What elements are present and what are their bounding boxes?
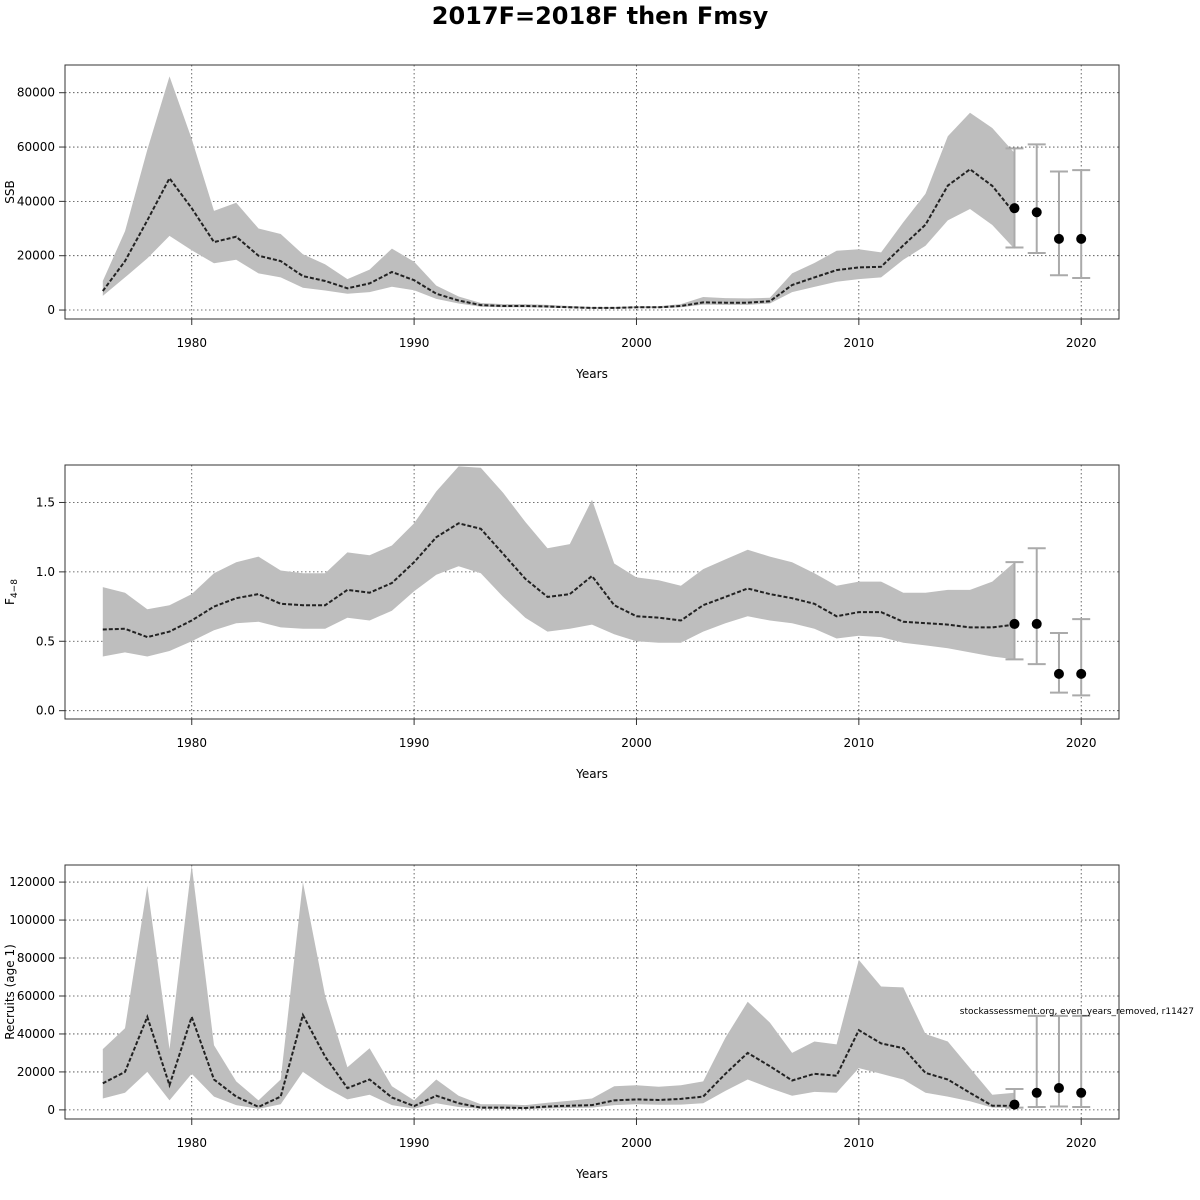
- x-tick-label: 2000: [621, 336, 652, 350]
- y-tick-label: 0.5: [36, 634, 55, 648]
- confidence-band: [102, 865, 1015, 1110]
- confidence-band: [102, 76, 1015, 309]
- ssb-panel: 1980 1990 2000 2010 2020 0 20000 40000 60000 8000…: [3, 64, 1120, 381]
- recruits-panel: 1980 1990 2000 2010 2020 0 20000 40000 60000 8000…: [3, 864, 1120, 1181]
- x-tick-label: 1980: [176, 1136, 207, 1150]
- x-tick-label: 2010: [844, 336, 875, 350]
- y-tick-label: 40000: [17, 194, 55, 208]
- plot-frame: [64, 64, 1120, 320]
- x-tick-label: 1980: [176, 336, 207, 350]
- projection-point: [1031, 207, 1042, 218]
- y-tick-label: 0: [47, 1103, 55, 1117]
- x-axis-label: Years: [575, 767, 608, 781]
- projection-point: [1031, 618, 1042, 629]
- x-axis-label: Years: [575, 367, 608, 381]
- y-tick-label: 40000: [17, 1027, 55, 1041]
- x-tick-label: 1990: [399, 336, 430, 350]
- y-tick-label: 0.0: [36, 704, 55, 718]
- x-tick-label: 2010: [844, 736, 875, 750]
- projection-point: [1031, 1087, 1042, 1098]
- y-tick-label: 1.5: [36, 495, 55, 509]
- y-tick-label: 60000: [17, 140, 55, 154]
- y-tick-label: 20000: [17, 249, 55, 263]
- y-tick-label: 80000: [17, 86, 55, 100]
- projection-point: [1053, 668, 1064, 679]
- projection-point: [1053, 233, 1064, 244]
- y-tick-label: 60000: [17, 989, 55, 1003]
- y-axis-label-subscript: 4−8: [10, 579, 20, 598]
- y-tick-label: 1.0: [36, 565, 55, 579]
- y-tick-label: 20000: [17, 1065, 55, 1079]
- x-tick-label: 2000: [621, 736, 652, 750]
- y-tick-label: 100000: [9, 913, 55, 927]
- estimate-line: [102, 1012, 1015, 1110]
- x-tick-label: 2020: [1066, 736, 1097, 750]
- projection-point: [1076, 233, 1087, 244]
- projection-point: [1009, 1099, 1020, 1110]
- plot-frame: [64, 864, 1120, 1120]
- estimate-line: [102, 522, 1015, 639]
- y-tick-label: 80000: [17, 951, 55, 965]
- projection-point: [1009, 203, 1020, 214]
- x-tick-label: 2000: [621, 1136, 652, 1150]
- x-tick-label: 1990: [399, 1136, 430, 1150]
- y-axis-label: SSB: [3, 180, 17, 203]
- projection-point: [1053, 1083, 1064, 1094]
- projection-point: [1009, 618, 1020, 629]
- y-tick-label: 0: [47, 303, 55, 317]
- projection-point: [1076, 668, 1087, 679]
- source-note: stockassessment.org, even_years_removed,…: [960, 1007, 1194, 1017]
- x-tick-label: 2010: [844, 1136, 875, 1150]
- confidence-band: [102, 466, 1015, 660]
- x-tick-label: 1990: [399, 736, 430, 750]
- x-tick-label: 1980: [176, 736, 207, 750]
- y-axis-label: F4−8: [3, 579, 20, 605]
- y-axis-label: Recruits (age 1): [3, 944, 17, 1040]
- estimate-line: [101, 168, 1016, 309]
- fbar-panel: 1980 1990 2000 2010 2020 0.0 0.5 1.0 1.5 Years F4−…: [3, 464, 1120, 781]
- projection-point: [1076, 1087, 1087, 1098]
- y-tick-label: 120000: [9, 875, 55, 889]
- plot-frame: [64, 464, 1120, 720]
- x-tick-label: 2020: [1066, 1136, 1097, 1150]
- chart-title: 2017F=2018F then Fmsy: [432, 2, 769, 30]
- x-axis-label: Years: [575, 1167, 608, 1181]
- x-tick-label: 2020: [1066, 336, 1097, 350]
